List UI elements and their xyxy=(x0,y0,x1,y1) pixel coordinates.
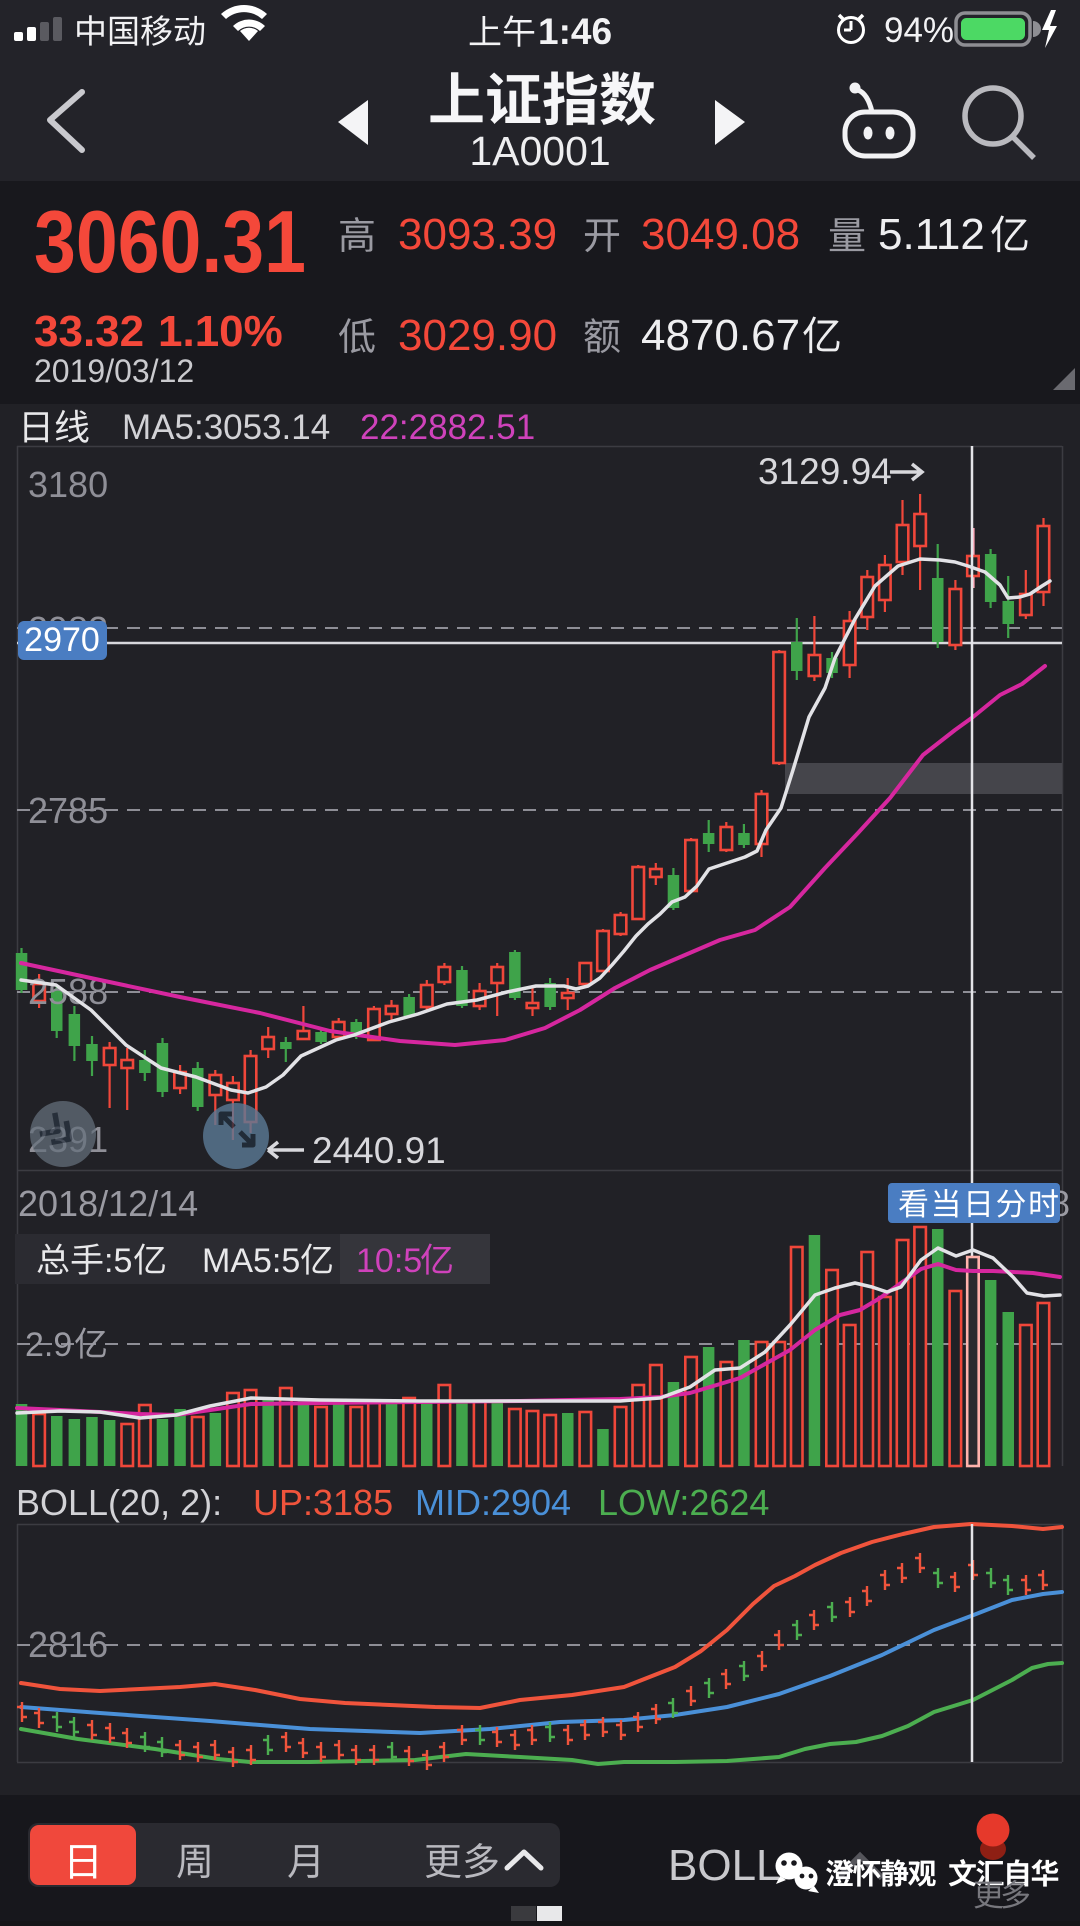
svg-text:2019/03/12: 2019/03/12 xyxy=(34,353,194,389)
svg-text:5.112: 5.112 xyxy=(878,210,985,259)
svg-text:MA5:3053.14: MA5:3053.14 xyxy=(122,408,330,447)
svg-text:BOLL: BOLL xyxy=(668,1841,781,1890)
svg-text:3029.90: 3029.90 xyxy=(398,311,557,360)
svg-text:2018/12/14: 2018/12/14 xyxy=(18,1183,198,1224)
svg-text:LOW:2624: LOW:2624 xyxy=(598,1482,769,1523)
svg-text:22:2882.51: 22:2882.51 xyxy=(360,408,535,447)
svg-text:MID:2904: MID:2904 xyxy=(415,1482,571,1523)
svg-text:4870.67: 4870.67 xyxy=(641,311,800,360)
svg-text:BOLL(20, 2):: BOLL(20, 2): xyxy=(16,1482,222,1523)
svg-text:3060.31: 3060.31 xyxy=(34,192,306,291)
svg-text:UP:3185: UP:3185 xyxy=(253,1482,393,1523)
svg-text:1:46: 1:46 xyxy=(538,11,612,52)
svg-text:3180: 3180 xyxy=(28,464,108,505)
svg-text:2816: 2816 xyxy=(28,1624,108,1665)
svg-text:3049.08: 3049.08 xyxy=(641,210,800,259)
svg-text:10:5: 10:5 xyxy=(356,1242,422,1280)
svg-text:1.10%: 1.10% xyxy=(158,307,283,356)
svg-text:33.32: 33.32 xyxy=(34,307,144,356)
svg-text:94%: 94% xyxy=(884,11,954,50)
svg-text:1A0001: 1A0001 xyxy=(469,128,610,174)
svg-text:2440.91: 2440.91 xyxy=(312,1130,446,1171)
svg-text:2970: 2970 xyxy=(24,621,100,659)
svg-text:2.9: 2.9 xyxy=(25,1326,72,1364)
svg-text:2785: 2785 xyxy=(28,790,108,831)
svg-text:3129.94: 3129.94 xyxy=(758,451,892,492)
svg-text:MA5:5: MA5:5 xyxy=(202,1242,300,1280)
svg-text:3093.39: 3093.39 xyxy=(398,210,557,259)
svg-text::5: :5 xyxy=(104,1242,132,1280)
